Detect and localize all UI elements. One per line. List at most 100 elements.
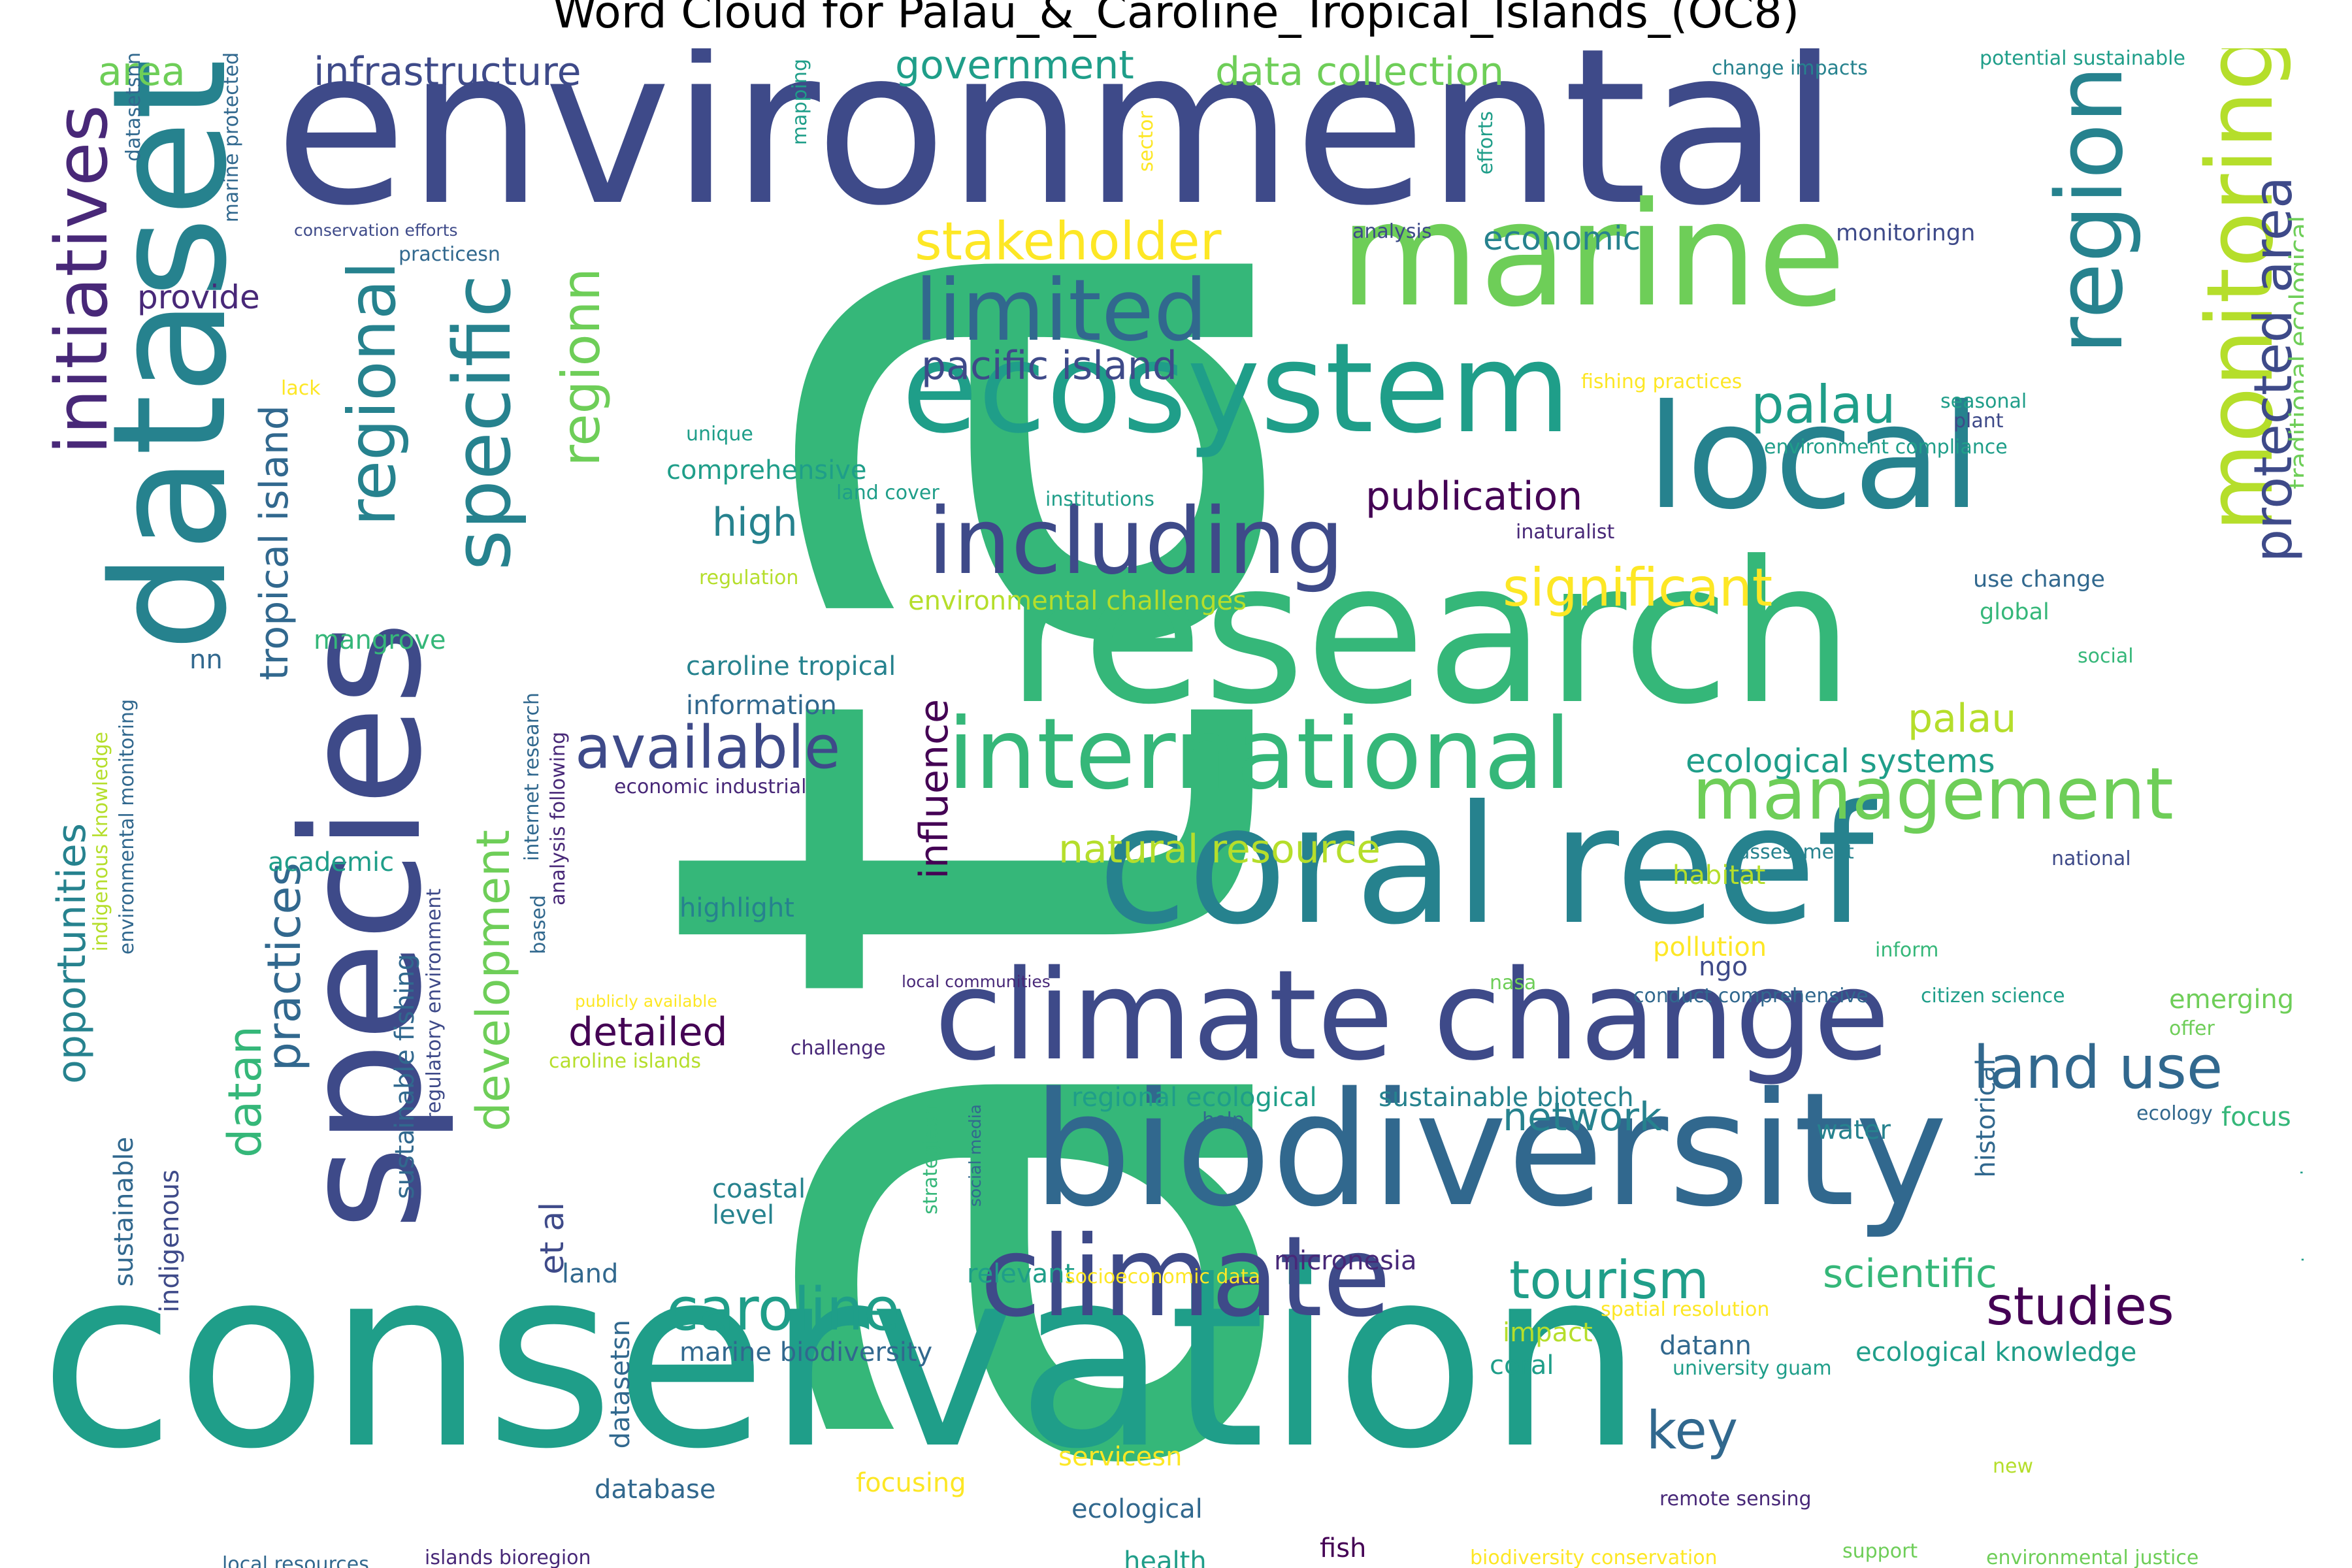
cloud-word: sustainable biotech	[1379, 1083, 1634, 1113]
cloud-word: influence	[911, 699, 957, 879]
cloud-word: mapping	[789, 59, 811, 146]
cloud-word: environmental monitoring	[116, 699, 139, 955]
cloud-word: level	[712, 1200, 775, 1230]
cloud-word: health	[1124, 1546, 1207, 1568]
cloud-word: marine protected	[220, 52, 243, 223]
cloud-word: specific	[438, 274, 529, 571]
cloud-word: socioeconomic data	[1065, 1266, 1261, 1288]
cloud-word: publication	[1365, 474, 1583, 519]
cloud-word: lack	[281, 377, 321, 400]
cloud-word: economic industrial	[614, 776, 807, 798]
cloud-word: database	[595, 1475, 716, 1505]
cloud-word: datasetsnn	[122, 52, 145, 162]
cloud-word: traditional ecological	[2285, 216, 2304, 489]
cloud-word: tourism	[1509, 1250, 1709, 1311]
cloud-word: support	[1842, 1540, 1918, 1563]
cloud-word: mangrove	[314, 625, 446, 655]
cloud-word: environment compliance	[1764, 436, 2008, 459]
cloud-word: infrastructure	[314, 49, 581, 95]
cloud-word: marine biodiversity	[679, 1337, 933, 1367]
cloud-word: seasonal	[1940, 390, 2027, 413]
cloud-word: indigenous knowledge	[90, 732, 112, 952]
cloud-word: significant	[1503, 557, 1773, 618]
cloud-word: biodiversity	[1032, 1058, 1948, 1241]
figure-title: Word Cloud for Palau_&_Caroline_Tropical…	[552, 0, 1800, 39]
cloud-word: national	[2051, 847, 2131, 870]
cloud-word: scientific	[1823, 1251, 1997, 1297]
cloud-word: based	[527, 895, 550, 955]
cloud-word: new	[1993, 1455, 2034, 1478]
cloud-word: environmental challenges	[908, 586, 1247, 616]
cloud-word: local resources	[222, 1553, 369, 1568]
cloud-word: datasetsn	[606, 1320, 636, 1449]
cloud-word: emerging	[2169, 985, 2295, 1015]
cloud-word: relevant	[967, 1259, 1075, 1289]
cloud-word: social media	[966, 1104, 985, 1207]
cloud-word: land use	[1973, 1034, 2223, 1102]
cloud-word: ecosystem services	[2298, 1137, 2304, 1330]
cloud-word: region	[2037, 65, 2144, 355]
cloud-word: initiatives	[48, 105, 123, 455]
cloud-word: pollution	[1653, 932, 1767, 962]
cloud-word: unique	[686, 423, 753, 446]
cloud-word: network	[1503, 1094, 1662, 1140]
cloud-word: ecology	[2136, 1102, 2213, 1125]
cloud-word: management	[1692, 752, 2174, 836]
cloud-word: economic	[1483, 220, 1641, 257]
cloud-word: fishing practices	[1581, 370, 1742, 393]
cloud-word: datann	[1659, 1331, 1752, 1361]
cloud-word: regulation	[699, 566, 799, 589]
cloud-word: coastal	[712, 1174, 806, 1204]
cloud-word: caroline tropical	[686, 651, 896, 681]
cloud-word: area	[98, 49, 186, 95]
cloud-word: potential sustainable	[1980, 48, 2185, 70]
cloud-word: ecological knowledge	[1855, 1337, 2137, 1367]
cloud-word: servicesn	[1058, 1442, 1183, 1472]
cloud-word: regional ecological	[1071, 1083, 1317, 1113]
cloud-word: historical	[1971, 1058, 2001, 1178]
cloud-word: natural resource	[1058, 826, 1381, 872]
cloud-word: efforts	[1475, 111, 1497, 175]
cloud-word: inform	[1875, 939, 1939, 962]
cloud-word: caroline islands	[549, 1050, 701, 1073]
cloud-word: regionn	[551, 268, 612, 466]
cloud-word: offer	[2169, 1017, 2215, 1040]
cloud-word: climate change	[934, 943, 1890, 1088]
cloud-word: focus	[2221, 1102, 2291, 1132]
cloud-word: impact	[1503, 1318, 1593, 1348]
cloud-word: land	[562, 1259, 619, 1289]
cloud-word: institutions	[1045, 488, 1154, 511]
cloud-word: regulatory environment	[423, 889, 446, 1121]
cloud-word: conservation	[48, 1214, 1644, 1503]
cloud-word: opportunities	[49, 823, 95, 1084]
cloud-word: use change	[1973, 566, 2105, 593]
cloud-word: highlight	[679, 893, 794, 923]
cloud-word: remote sensing	[1659, 1488, 1812, 1511]
cloud-word: global	[1980, 599, 2050, 625]
cloud-word: regional	[334, 261, 410, 527]
cloud-word: tropical island	[252, 405, 297, 681]
cloud-word: plant	[1953, 410, 2004, 433]
cloud-word: challenge	[791, 1037, 886, 1060]
cloud-word: research	[1006, 519, 1854, 747]
cloud-word: ngo	[1699, 952, 1748, 982]
cloud-word: social	[2078, 645, 2134, 668]
cloud-word: marine	[1339, 171, 1846, 338]
cloud-word: fish	[1320, 1533, 1367, 1563]
cloud-word: ecosystem	[902, 316, 1571, 461]
cloud-word: pacific island	[921, 343, 1177, 389]
cloud-word: including	[928, 489, 1345, 595]
cloud-word: environmental justice	[1986, 1546, 2199, 1568]
cloud-word: change impacts	[1712, 57, 1868, 80]
cloud-word: coral	[1490, 1350, 1554, 1380]
cloud-word: water	[1816, 1115, 1891, 1145]
cloud-word: coral reef	[1098, 770, 1874, 960]
cloud-word: limited	[915, 261, 1208, 360]
cloud-word: comprehensive	[666, 455, 867, 485]
cloud-word: high	[712, 500, 798, 546]
cloud-word: palau	[1908, 696, 2017, 742]
cloud-word: provide	[137, 278, 260, 316]
cloud-word: analysis following	[547, 732, 570, 906]
cloud-word: local	[1646, 374, 1982, 541]
cloud-word: development	[466, 830, 520, 1132]
